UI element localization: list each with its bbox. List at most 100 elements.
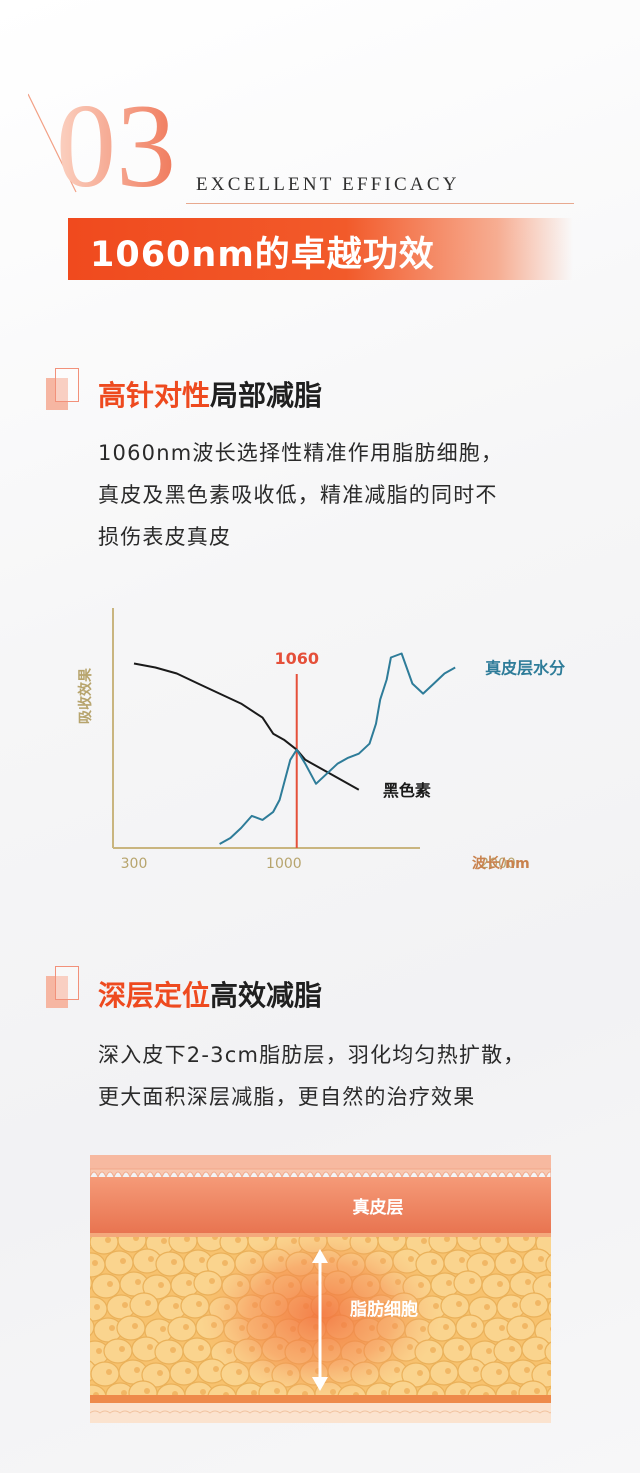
fat-cell-nucleus — [510, 1258, 516, 1264]
fat-cell-nucleus — [185, 1368, 191, 1374]
fat-cell-nucleus — [417, 1370, 423, 1376]
fat-cell-nucleus — [92, 1260, 98, 1266]
paragraph-line: 1060nm波长选择性精准作用脂肪细胞， — [98, 441, 504, 465]
fat-cell-nucleus — [473, 1366, 479, 1372]
fat-cell-nucleus — [121, 1390, 127, 1396]
fat-cell — [494, 1250, 524, 1276]
fat-label: 脂肪细胞 — [350, 1299, 418, 1320]
header-divider — [186, 203, 574, 204]
fat-cell-nucleus — [157, 1370, 163, 1376]
fat-cell-nucleus — [134, 1367, 140, 1373]
fat-cell-nucleus — [196, 1301, 202, 1307]
fat-cell — [544, 1341, 551, 1363]
fat-cell-nucleus — [496, 1369, 502, 1375]
epidermis-layer — [90, 1155, 551, 1169]
fat-cell-nucleus — [109, 1325, 115, 1331]
fat-cell-nucleus — [421, 1238, 427, 1244]
fat-cell-nucleus — [482, 1260, 488, 1266]
series-label: 黑色素 — [383, 781, 431, 800]
fat-cell — [116, 1315, 146, 1341]
fat-cell-nucleus — [537, 1344, 543, 1350]
fat-cell-nucleus — [497, 1281, 503, 1287]
fat-cell-nucleus — [430, 1347, 436, 1353]
fat-cell-nucleus — [199, 1257, 205, 1263]
fat-cell-nucleus — [443, 1324, 449, 1330]
section1-title-rest: 局部减脂 — [210, 379, 323, 412]
section-number-03: 03 — [28, 79, 176, 204]
fat-cell-nucleus — [105, 1237, 111, 1243]
fat-cell — [207, 1384, 237, 1397]
fat-cell-nucleus — [460, 1389, 466, 1395]
fat-cell-nucleus — [509, 1346, 515, 1352]
fat-cell-nucleus — [548, 1282, 551, 1288]
fat-cell — [103, 1338, 133, 1364]
fat-cell-nucleus — [119, 1346, 125, 1352]
title-banner — [68, 218, 573, 280]
fat-cell-nucleus — [235, 1237, 241, 1243]
section-icon — [46, 368, 79, 410]
fat-cell-nucleus — [251, 1390, 257, 1396]
fat-cell-nucleus — [133, 1237, 139, 1241]
section2-title-rest: 高效减脂 — [210, 979, 323, 1012]
fat-cell-nucleus — [145, 1300, 151, 1306]
fat-cell-nucleus — [170, 1347, 176, 1353]
fat-cell-nucleus — [523, 1237, 529, 1241]
fat-cell — [506, 1315, 536, 1341]
page-title: 1060nm的卓越功效 — [90, 235, 435, 275]
dermis-label: 真皮层 — [353, 1197, 404, 1218]
fat-cell-nucleus — [184, 1237, 190, 1242]
paragraph-line: 深入皮下2-3cm脂肪层，羽化均匀热扩散， — [98, 1043, 526, 1067]
fat-cell-nucleus — [148, 1256, 154, 1262]
fat-cell-nucleus — [472, 1237, 478, 1240]
section2-paragraph: 深入皮下2-3cm脂肪层，羽化均匀热扩散， 更大面积深层减脂，更自然的治疗效果 — [98, 1034, 628, 1118]
section1-title-highlight: 高针对性 — [98, 379, 211, 412]
fat-cell-nucleus — [471, 1322, 477, 1328]
fat-cell-nucleus — [135, 1279, 141, 1285]
fat-cell-nucleus — [158, 1282, 164, 1288]
series-label: 真皮层水分 — [485, 659, 565, 678]
fat-cell-nucleus — [469, 1278, 475, 1284]
section1-title: 高针对性局部减脂 — [98, 374, 322, 414]
fat-cell-nucleus — [444, 1237, 450, 1242]
header-subtitle: EXCELLENT EFFICACY — [196, 174, 460, 195]
fat-cell-nucleus — [96, 1348, 102, 1354]
x-axis-label: 波长/nm — [472, 855, 530, 872]
fat-cell-nucleus — [381, 1390, 387, 1396]
skin-layer-illustration: 真皮层 脂肪细胞 — [90, 1155, 551, 1423]
fat-cell-nucleus — [120, 1258, 126, 1264]
paragraph-line: 更大面积深层减脂，更自然的治疗效果 — [98, 1085, 476, 1109]
fat-cell — [155, 1251, 185, 1277]
fat-cell — [493, 1338, 523, 1364]
fat-cell-nucleus — [535, 1300, 541, 1306]
fat-cell-nucleus — [393, 1237, 399, 1241]
fat-cell — [91, 1273, 121, 1299]
marker-label: 1060 — [274, 649, 319, 668]
fat-cell-nucleus — [445, 1368, 451, 1374]
fat-cell-nucleus — [106, 1369, 112, 1375]
fat-cell — [104, 1250, 134, 1276]
fat-cell — [547, 1299, 551, 1317]
fat-cell-nucleus — [144, 1388, 150, 1394]
fat-cell-nucleus — [524, 1367, 530, 1373]
fat-cell-nucleus — [147, 1344, 153, 1350]
fat-cell — [481, 1273, 511, 1299]
fat-cell-nucleus — [183, 1324, 189, 1330]
fat-cell-nucleus — [484, 1304, 490, 1310]
fat-cell-nucleus — [459, 1257, 465, 1263]
fat-cell — [90, 1361, 120, 1387]
fat-cell — [169, 1360, 199, 1386]
fat-cell-nucleus — [186, 1280, 192, 1286]
fat-cell — [154, 1339, 184, 1365]
fat-cell-nucleus — [534, 1388, 540, 1394]
paragraph-line: 真皮及黑色素吸收低，精准减脂的同时不 — [98, 483, 498, 507]
x-tick-label: 1000 — [266, 856, 302, 872]
fat-cell-nucleus — [161, 1238, 167, 1244]
depth-arrow — [312, 1249, 328, 1391]
fat-cell-nucleus — [431, 1259, 437, 1265]
fat-cell-nucleus — [550, 1326, 551, 1332]
section2-title-highlight: 深层定位 — [98, 979, 211, 1012]
fat-cell-nucleus — [198, 1345, 204, 1351]
series-line-melanin — [133, 662, 360, 791]
fat-cell — [453, 1270, 483, 1296]
